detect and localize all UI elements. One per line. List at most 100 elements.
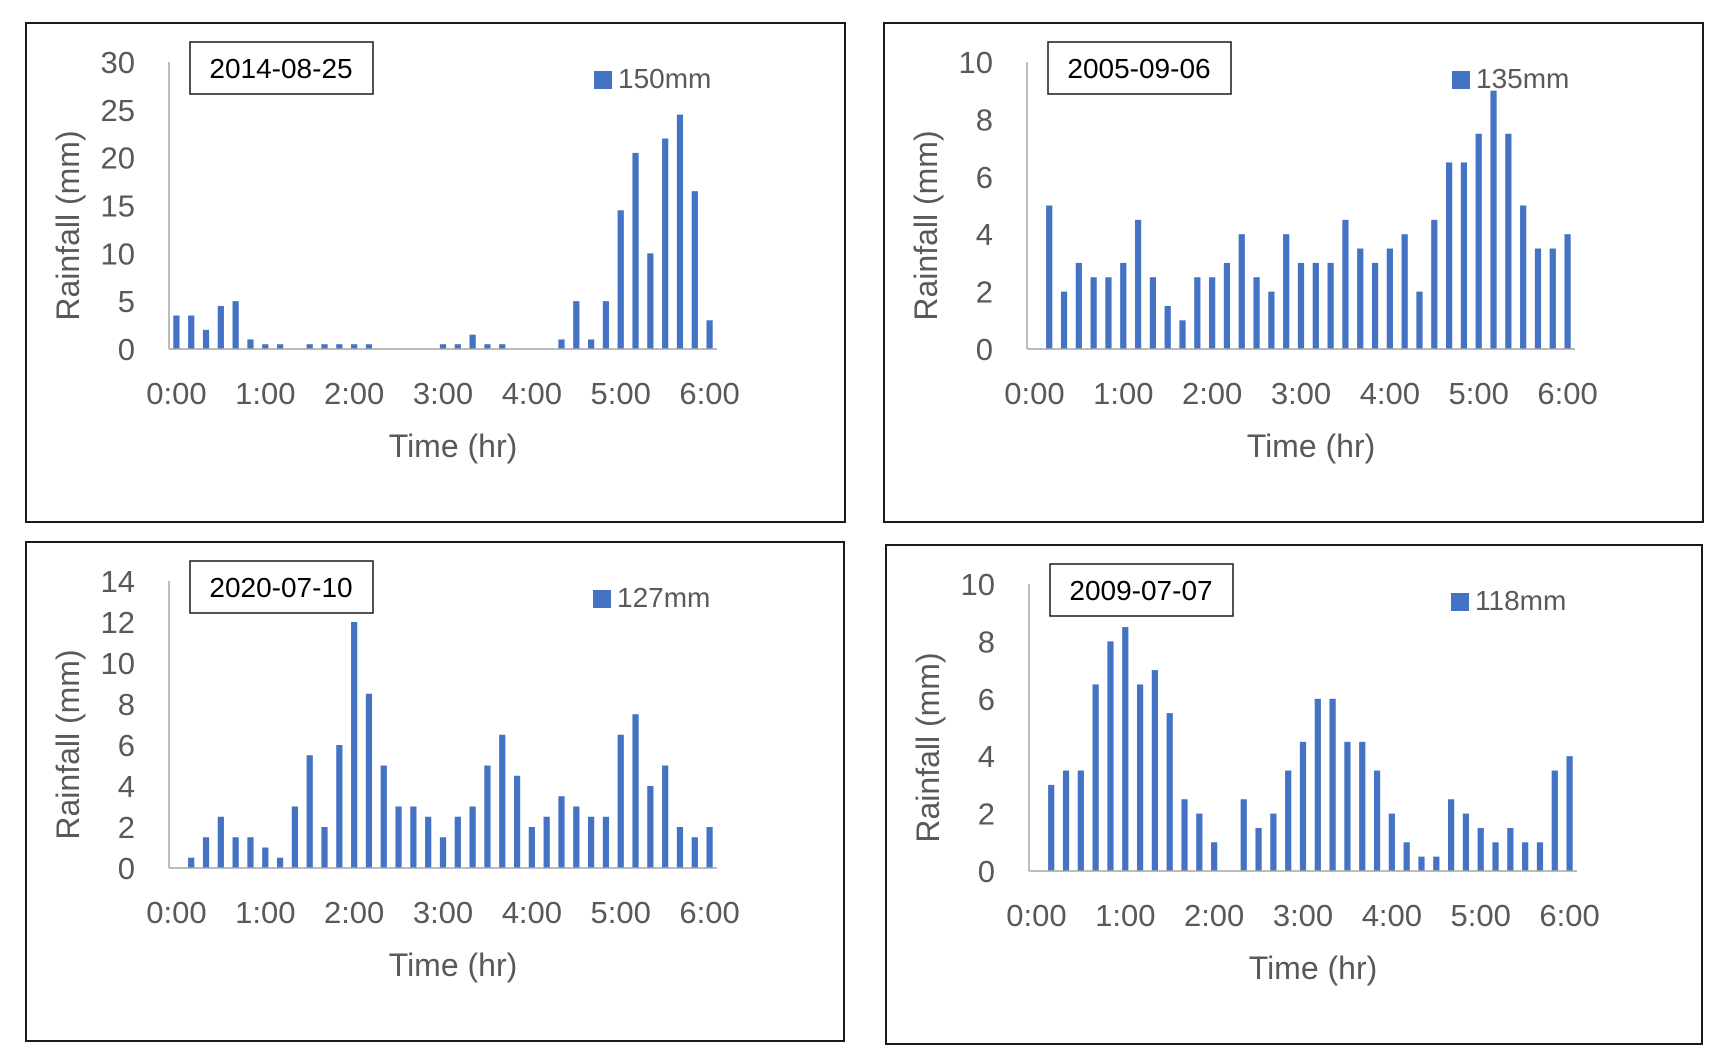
x-tick-label: 3:00 bbox=[413, 895, 473, 930]
rainfall-bar bbox=[706, 320, 713, 349]
rainfall-bar bbox=[1211, 842, 1218, 871]
rainfall-bar bbox=[262, 344, 269, 349]
x-tick-label: 4:00 bbox=[1362, 898, 1422, 933]
rainfall-bar bbox=[1151, 670, 1159, 871]
rainfall-bar bbox=[573, 301, 580, 349]
rainfall-bar bbox=[469, 806, 476, 868]
rainfall-bar bbox=[647, 786, 654, 868]
rainfall-bar bbox=[1077, 770, 1084, 871]
rainfall-bar bbox=[1209, 277, 1216, 349]
date-box bbox=[1047, 41, 1232, 95]
y-tick-label: 14 bbox=[101, 564, 135, 599]
rainfall-bar bbox=[351, 622, 358, 868]
x-axis-title: Time (hr) bbox=[389, 947, 518, 983]
x-tick-label: 5:00 bbox=[591, 376, 651, 411]
rainfall-bar bbox=[202, 329, 210, 349]
rainfall-bar bbox=[1238, 234, 1245, 349]
rainfall-bar bbox=[1388, 813, 1395, 871]
y-tick-label: 8 bbox=[118, 687, 135, 722]
x-tick-label: 2:00 bbox=[324, 895, 384, 930]
rainfall-bar bbox=[336, 745, 343, 868]
rainfall-bar bbox=[499, 344, 506, 349]
rainfall-chart-3: 0 2 4 6 8 10 12 14 0:00 1:00 2:00 3:00 4:00 5:00 6:00 T… bbox=[50, 560, 740, 983]
rainfall-bar bbox=[1062, 770, 1070, 871]
rainfall-bar bbox=[454, 344, 461, 349]
rainfall-bar bbox=[1268, 291, 1275, 349]
y-tick-label: 4 bbox=[976, 217, 993, 252]
rainfall-bar bbox=[1522, 842, 1529, 871]
rainfall-bar bbox=[587, 339, 595, 349]
y-tick-label: 6 bbox=[976, 160, 993, 195]
rainfall-bar bbox=[439, 837, 447, 868]
rainfall-bar bbox=[1551, 770, 1558, 871]
rainfall-bar bbox=[1505, 133, 1512, 349]
rainfall-bar bbox=[691, 191, 698, 349]
rainfall-bar bbox=[262, 847, 269, 868]
rainfall-chart-1: 0 5 10 15 20 25 30 0:00 1:00 2:00 3:00 4:00 5:00 6:00… bbox=[50, 41, 740, 464]
rainfall-bar bbox=[1507, 827, 1514, 871]
rainfall-bar bbox=[617, 210, 624, 349]
rainfall-bar bbox=[454, 816, 461, 868]
rainfall-bar bbox=[469, 334, 476, 349]
legend-label: 118mm bbox=[1475, 585, 1566, 616]
x-tick-label: 1:00 bbox=[235, 895, 295, 930]
y-tick-label: 8 bbox=[976, 102, 993, 137]
rainfall-bar bbox=[617, 734, 624, 868]
x-tick-label: 3:00 bbox=[1271, 376, 1331, 411]
y-tick-label: 0 bbox=[118, 851, 135, 886]
x-tick-label: 0:00 bbox=[146, 376, 206, 411]
rainfall-bar bbox=[1223, 262, 1231, 349]
legend-swatch bbox=[1451, 593, 1469, 611]
rainfall-bar bbox=[1075, 262, 1082, 349]
rainfall-bar bbox=[1299, 741, 1307, 871]
rainfall-bar bbox=[1164, 305, 1171, 349]
rainfall-bar bbox=[232, 837, 239, 868]
rainfall-bar bbox=[1090, 277, 1097, 349]
chart-title: 2014-08-25 bbox=[209, 53, 352, 84]
rainfall-bar bbox=[188, 857, 195, 868]
rainfall-bar bbox=[351, 344, 358, 349]
rainfall-bar bbox=[676, 114, 684, 349]
x-tick-label: 2:00 bbox=[1182, 376, 1242, 411]
rainfall-bar bbox=[380, 765, 387, 868]
rainfall-bar bbox=[1122, 627, 1129, 871]
rainfall-bar bbox=[499, 734, 506, 868]
y-tick-label: 2 bbox=[978, 797, 995, 832]
rainfall-bar bbox=[1359, 741, 1366, 871]
rainfall-bar bbox=[410, 806, 417, 868]
rainfall-bar bbox=[321, 827, 328, 868]
x-tick-label: 5:00 bbox=[591, 895, 651, 930]
rainfall-bar bbox=[602, 301, 610, 349]
rainfall-bar bbox=[513, 775, 521, 868]
x-tick-label: 3:00 bbox=[1273, 898, 1333, 933]
rainfall-bar bbox=[232, 301, 239, 349]
x-tick-label: 4:00 bbox=[502, 376, 562, 411]
rainfall-bar bbox=[1344, 741, 1351, 871]
rainfall-bar bbox=[484, 344, 491, 349]
rainfall-bar bbox=[1092, 684, 1099, 871]
rainfall-bar bbox=[425, 816, 432, 868]
x-axis-title: Time (hr) bbox=[389, 428, 518, 464]
rainfall-bar bbox=[1270, 813, 1277, 871]
y-tick-label: 20 bbox=[101, 141, 135, 176]
y-tick-label: 2 bbox=[976, 275, 993, 310]
rainfall-bar bbox=[632, 714, 639, 868]
rainfall-bar bbox=[1342, 219, 1349, 349]
rainfall-bar bbox=[1312, 262, 1319, 349]
x-tick-label: 5:00 bbox=[1451, 898, 1511, 933]
rainfall-bar bbox=[1314, 698, 1321, 871]
rainfall-bar bbox=[1373, 770, 1381, 871]
x-tick-label: 4:00 bbox=[1360, 376, 1420, 411]
chart-title: 2020-07-10 bbox=[209, 572, 352, 603]
x-tick-label: 3:00 bbox=[413, 376, 473, 411]
rainfall-bar bbox=[528, 827, 535, 868]
chart-title: 2009-07-07 bbox=[1069, 575, 1212, 606]
y-tick-label: 30 bbox=[101, 45, 135, 80]
legend-swatch bbox=[594, 71, 612, 89]
rainfall-bar bbox=[1105, 277, 1112, 349]
y-tick-label: 6 bbox=[118, 728, 135, 763]
y-axis-title: Rainfall (mm) bbox=[908, 130, 944, 320]
rainfall-bar bbox=[1357, 248, 1364, 349]
x-tick-label: 1:00 bbox=[1093, 376, 1153, 411]
rainfall-bar bbox=[1285, 770, 1292, 871]
